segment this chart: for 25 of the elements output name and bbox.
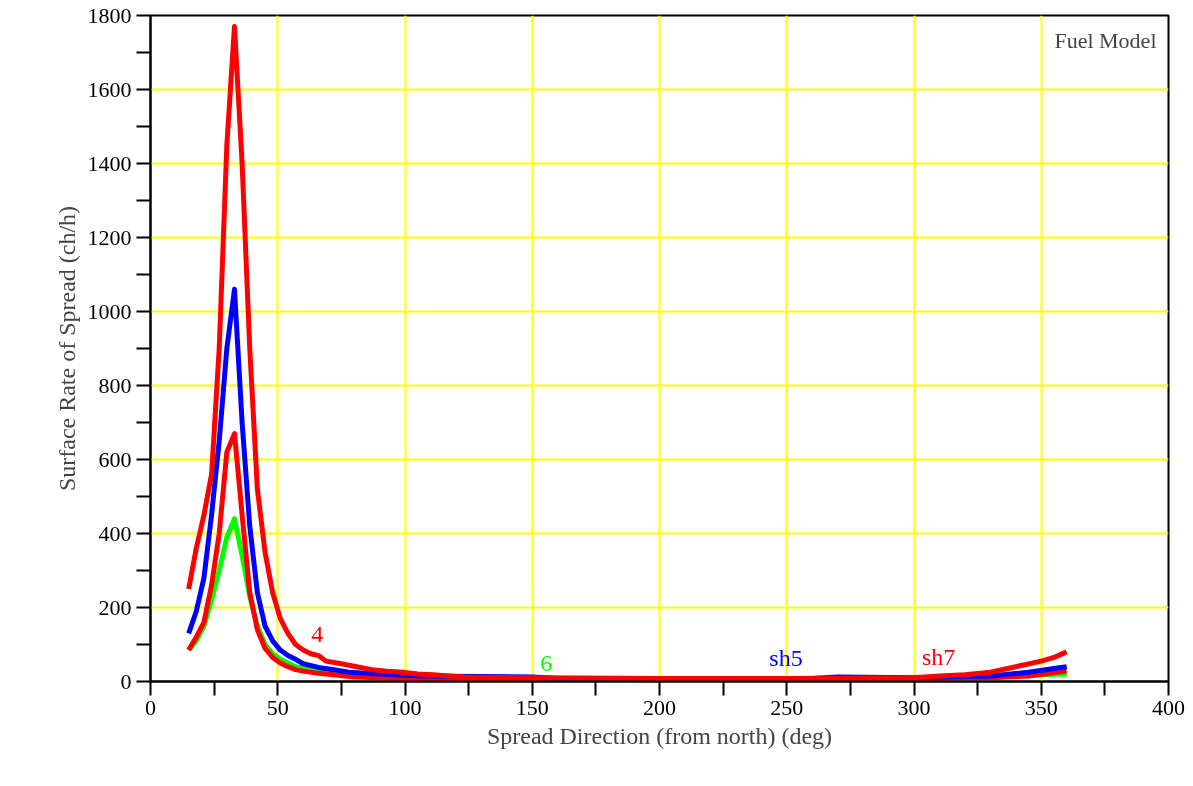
x-tick-label: 350 xyxy=(1024,694,1058,720)
y-tick-label: 400 xyxy=(98,520,132,546)
y-tick-label: 1600 xyxy=(87,76,132,102)
annotation: 4 xyxy=(311,621,324,648)
x-tick-label: 400 xyxy=(1152,694,1185,720)
y-tick-label: 200 xyxy=(98,594,132,620)
y-tick-label: 1800 xyxy=(87,2,132,28)
legend-title: Fuel Model xyxy=(1054,27,1157,53)
y-tick-label: 1400 xyxy=(87,150,132,176)
x-tick-label: 200 xyxy=(643,694,676,720)
y-tick-label: 1000 xyxy=(87,298,132,324)
y-tick-label: 1200 xyxy=(87,224,132,250)
x-tick-label: 100 xyxy=(388,694,422,720)
x-tick-label: 150 xyxy=(515,694,549,720)
x-tick-label: 250 xyxy=(770,694,804,720)
y-tick-label: 0 xyxy=(120,668,132,694)
x-tick-label: 0 xyxy=(145,694,156,720)
annotation: sh7 xyxy=(922,643,956,670)
y-tick-label: 800 xyxy=(98,372,132,398)
y-axis-title: Surface Rate of Spread (ch/h) xyxy=(53,205,80,492)
x-tick-label: 300 xyxy=(897,694,931,720)
x-axis-title: Spread Direction (from north) (deg) xyxy=(486,722,833,749)
y-tick-label: 600 xyxy=(98,446,132,472)
x-tick-label: 50 xyxy=(266,694,289,720)
annotation: 6 xyxy=(540,649,553,676)
